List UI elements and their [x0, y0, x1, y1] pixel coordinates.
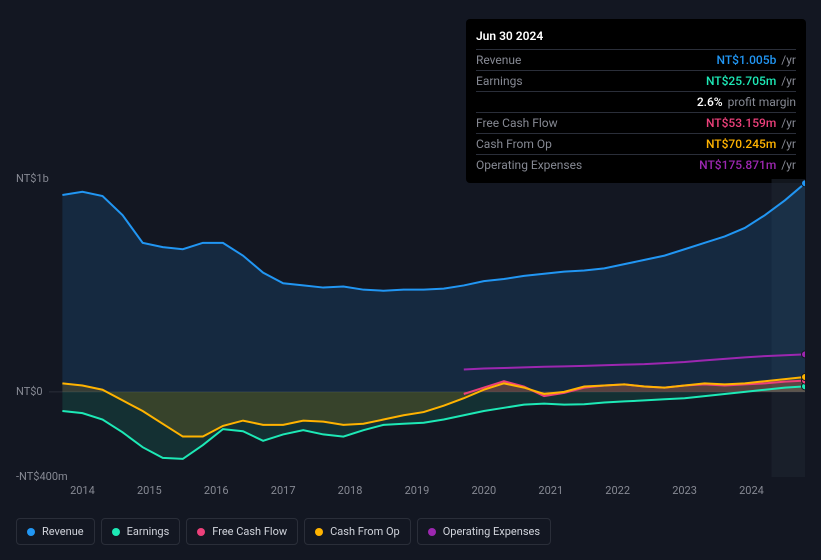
- legend-dot-icon: [112, 528, 120, 536]
- tooltip-date: Jun 30 2024: [476, 27, 796, 49]
- chart-plot-area: [49, 179, 805, 477]
- tooltip-row-label: Free Cash Flow: [476, 116, 558, 130]
- legend-item[interactable]: Revenue: [16, 518, 95, 545]
- legend-item[interactable]: Free Cash Flow: [186, 518, 298, 545]
- tooltip-row-label: Earnings: [476, 74, 523, 88]
- tooltip-row: Free Cash Flow NT$53.159m /yr: [476, 112, 796, 133]
- legend-label: Operating Expenses: [443, 525, 540, 538]
- legend-dot-icon: [428, 528, 436, 536]
- x-axis-label: 2023: [672, 484, 697, 497]
- x-axis-label: 2018: [338, 484, 363, 497]
- x-axis-label: 2024: [739, 484, 764, 497]
- x-axis-label: 2022: [605, 484, 630, 497]
- x-axis-label: 2021: [538, 484, 563, 497]
- legend-label: Earnings: [127, 525, 170, 538]
- chart-legend: Revenue Earnings Free Cash Flow Cash From O…: [16, 518, 551, 545]
- y-axis-label: NT$0: [16, 385, 43, 398]
- x-axis-label: 2016: [204, 484, 229, 497]
- tooltip-row-value: 2.6% profit margin: [697, 95, 796, 109]
- tooltip-row: Cash From Op NT$70.245m /yr: [476, 133, 796, 154]
- x-axis-label: 2019: [405, 484, 430, 497]
- legend-item[interactable]: Operating Expenses: [417, 518, 551, 545]
- financials-chart[interactable]: NT$1bNT$0-NT$400m 2014201520162017201820…: [16, 160, 805, 480]
- chart-tooltip: Jun 30 2024 Revenue NT$1.005b /yr Earnings…: [466, 19, 806, 183]
- y-axis-label: NT$1b: [16, 172, 49, 185]
- x-axis-label: 2017: [271, 484, 296, 497]
- tooltip-row-value: NT$53.159m /yr: [706, 116, 796, 130]
- tooltip-row-label: Revenue: [476, 53, 521, 67]
- legend-item[interactable]: Cash From Op: [304, 518, 411, 545]
- tooltip-row-value: NT$25.705m /yr: [706, 74, 796, 88]
- x-axis-label: 2014: [70, 484, 95, 497]
- legend-dot-icon: [315, 528, 323, 536]
- x-axis-label: 2015: [137, 484, 162, 497]
- tooltip-row-value: NT$70.245m /yr: [706, 137, 796, 151]
- legend-label: Revenue: [42, 525, 84, 538]
- legend-item[interactable]: Earnings: [101, 518, 181, 545]
- tooltip-row: 2.6% profit margin: [476, 91, 796, 112]
- tooltip-row: Earnings NT$25.705m /yr: [476, 70, 796, 91]
- legend-dot-icon: [197, 528, 205, 536]
- legend-dot-icon: [27, 528, 35, 536]
- tooltip-row: Revenue NT$1.005b /yr: [476, 49, 796, 70]
- x-axis-label: 2020: [471, 484, 496, 497]
- legend-label: Free Cash Flow: [212, 525, 287, 538]
- tooltip-row-label: Cash From Op: [476, 137, 552, 151]
- x-axis-labels: 2014 2015 2016 2017 2018 2019 2020 2021 2022 2023…: [49, 484, 805, 500]
- legend-label: Cash From Op: [330, 525, 400, 538]
- tooltip-row-value: NT$1.005b /yr: [716, 53, 796, 67]
